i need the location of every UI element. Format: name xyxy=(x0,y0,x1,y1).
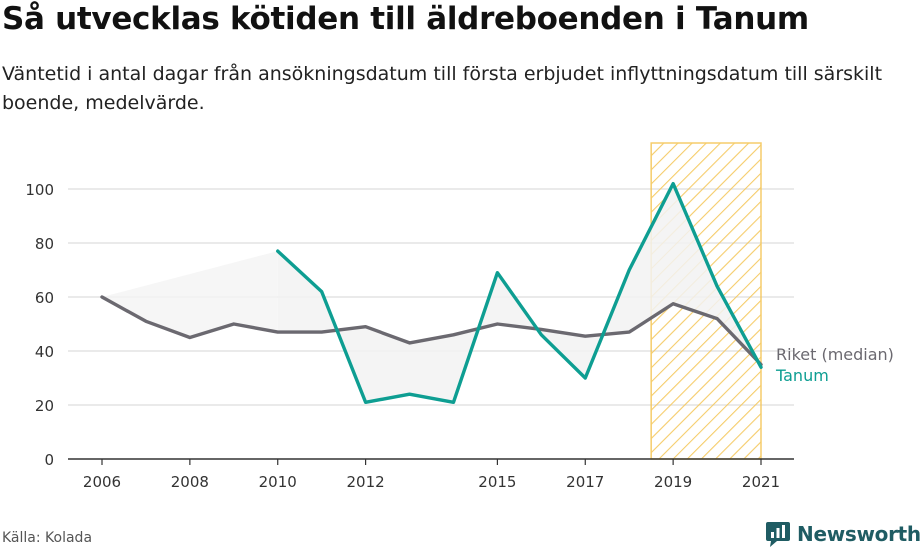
brand-name: Newsworthy xyxy=(797,522,920,546)
y-tick-label: 0 xyxy=(44,451,54,469)
chart-title: Så utvecklas kötiden till äldreboenden i… xyxy=(2,1,809,37)
y-tick-label: 100 xyxy=(25,181,54,199)
pre-area xyxy=(102,251,278,338)
y-tick-label: 40 xyxy=(35,343,54,361)
x-tick-label: 2006 xyxy=(83,473,121,491)
chart-subtitle: Väntetid i antal dagar från ansökningsda… xyxy=(2,63,883,114)
difference-area xyxy=(277,183,761,403)
y-tick-label: 20 xyxy=(35,397,54,415)
x-tick-label: 2010 xyxy=(259,473,297,491)
series-label-tanum: Tanum xyxy=(775,366,829,385)
x-tick-label: 2019 xyxy=(654,473,692,491)
x-tick-label: 2017 xyxy=(566,473,604,491)
y-tick-label: 60 xyxy=(35,289,54,307)
newsworthy-logo: Newsworthy xyxy=(765,519,920,549)
series-line-tanum xyxy=(276,181,763,404)
source-note: Källa: Kolada xyxy=(2,530,93,546)
x-tick-label: 2021 xyxy=(742,473,780,491)
x-tick-label: 2012 xyxy=(347,473,385,491)
x-tick-label: 2008 xyxy=(171,473,209,491)
newsworthy-chart-bubble-icon xyxy=(766,522,790,547)
x-tick-label: 2015 xyxy=(478,473,516,491)
series-label-riket: Riket (median) xyxy=(776,345,894,364)
series-line-riket xyxy=(100,295,763,367)
y-tick-label: 80 xyxy=(35,235,54,253)
